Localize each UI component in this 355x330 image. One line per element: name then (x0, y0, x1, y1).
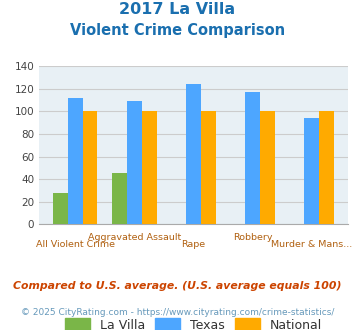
Bar (127, 101, 142, 224)
Text: Murder & Mans...: Murder & Mans... (271, 240, 352, 249)
Bar (201, 111, 215, 224)
Bar (142, 111, 157, 224)
Text: Violent Crime Comparison: Violent Crime Comparison (70, 23, 285, 38)
Bar (68, 98, 83, 224)
Bar (319, 111, 334, 224)
Legend: La Villa, Texas, National: La Villa, Texas, National (60, 313, 327, 330)
Bar (53, 193, 68, 224)
Bar (304, 118, 319, 224)
Bar (83, 111, 97, 224)
Text: Compared to U.S. average. (U.S. average equals 100): Compared to U.S. average. (U.S. average … (13, 281, 342, 291)
Text: Robbery: Robbery (233, 233, 272, 242)
Text: © 2025 CityRating.com - https://www.cityrating.com/crime-statistics/: © 2025 CityRating.com - https://www.city… (21, 308, 334, 316)
Text: Aggravated Assault: Aggravated Assault (88, 233, 181, 242)
Bar (245, 92, 260, 224)
Text: 2017 La Villa: 2017 La Villa (119, 2, 236, 16)
Bar (260, 111, 275, 224)
Text: Rape: Rape (181, 240, 206, 249)
Bar (112, 174, 127, 224)
Text: All Violent Crime: All Violent Crime (36, 240, 115, 249)
Bar (186, 84, 201, 224)
